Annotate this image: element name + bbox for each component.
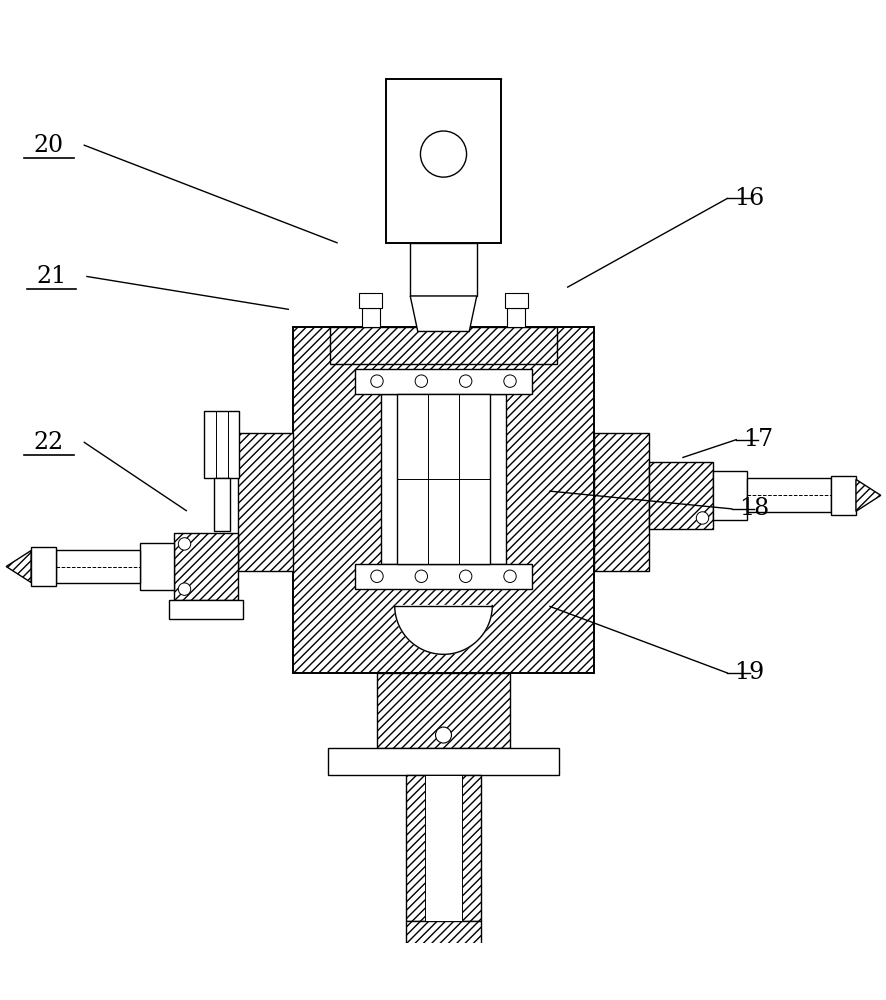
Bar	[405, 775, 480, 921]
Bar	[424, 775, 462, 921]
Bar	[504, 293, 527, 308]
Text: 21: 21	[36, 265, 66, 288]
Bar	[381, 394, 505, 564]
Circle shape	[370, 375, 383, 387]
Circle shape	[415, 375, 427, 387]
Circle shape	[503, 570, 516, 582]
Text: 17: 17	[742, 428, 773, 451]
Bar	[31, 547, 56, 586]
Bar	[405, 921, 480, 955]
Bar	[409, 243, 476, 296]
Text: 19: 19	[734, 661, 764, 684]
Polygon shape	[6, 551, 31, 582]
Polygon shape	[394, 606, 492, 654]
Circle shape	[696, 512, 708, 524]
Bar	[361, 308, 379, 327]
Bar	[214, 478, 229, 531]
Bar	[359, 293, 382, 308]
Circle shape	[459, 375, 471, 387]
Text: 18: 18	[738, 497, 768, 520]
Bar	[594, 433, 649, 571]
Circle shape	[420, 131, 466, 177]
Bar	[204, 411, 239, 478]
Bar	[140, 543, 174, 590]
Circle shape	[178, 538, 190, 550]
Circle shape	[459, 570, 471, 582]
Circle shape	[370, 570, 383, 582]
Bar	[396, 394, 489, 564]
Circle shape	[435, 727, 451, 743]
Text: 16: 16	[734, 187, 764, 210]
Bar	[174, 533, 237, 600]
Bar	[328, 748, 558, 775]
Circle shape	[503, 375, 516, 387]
Polygon shape	[855, 479, 880, 511]
Bar	[354, 564, 532, 589]
Bar	[507, 308, 525, 327]
Circle shape	[178, 583, 190, 595]
Bar	[56, 550, 140, 583]
Bar	[377, 673, 509, 748]
Polygon shape	[409, 296, 477, 331]
Bar	[830, 476, 855, 515]
Bar	[168, 600, 243, 619]
Bar	[330, 327, 556, 364]
Bar	[292, 327, 594, 673]
Text: 20: 20	[34, 134, 64, 157]
Bar	[746, 478, 830, 512]
Bar	[712, 471, 746, 520]
Bar	[385, 79, 501, 243]
Text: 22: 22	[34, 431, 64, 454]
Bar	[237, 433, 292, 571]
Bar	[354, 369, 532, 394]
Circle shape	[415, 570, 427, 582]
Bar	[649, 462, 712, 529]
